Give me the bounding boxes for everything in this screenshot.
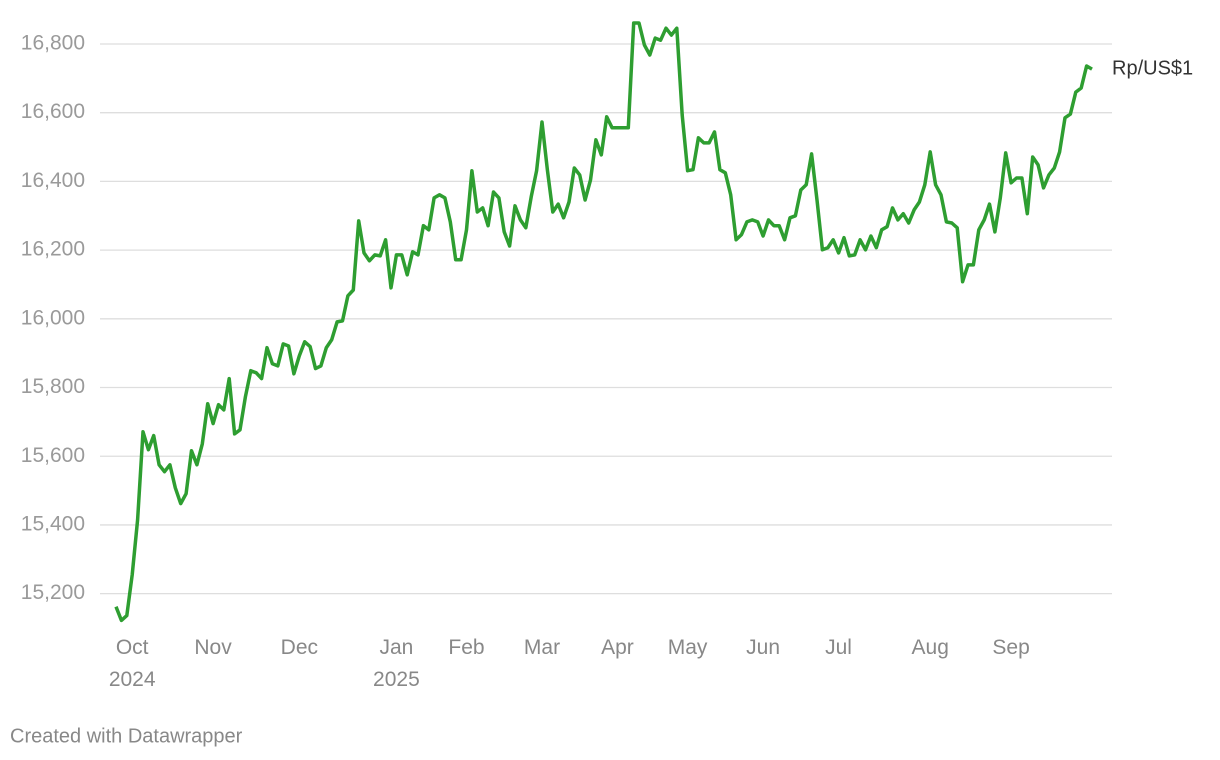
x-tick-label: Jul bbox=[825, 636, 852, 659]
line bbox=[114, 21, 1093, 623]
x-tick-label: Mar bbox=[524, 636, 560, 659]
x-tick-label: Dec bbox=[281, 636, 318, 659]
x-tick-label: Jan 2025 bbox=[373, 636, 420, 691]
y-tick-label: 15,400 bbox=[21, 512, 85, 535]
y-tick-label: 15,800 bbox=[21, 375, 85, 398]
x-tick-label: May bbox=[668, 636, 708, 659]
credit: Created with Datawrapper bbox=[10, 725, 243, 747]
x-tick-label: Nov bbox=[194, 636, 232, 659]
series-label: Rp/US$1 bbox=[1112, 57, 1193, 79]
y-tick-label: 15,600 bbox=[21, 444, 85, 467]
y-tick-label: 16,000 bbox=[21, 306, 85, 329]
y-tick-label: 16,400 bbox=[21, 169, 85, 192]
x-tick-label: Apr bbox=[601, 636, 634, 659]
y-tick-label: 16,600 bbox=[21, 100, 85, 123]
x-tick-label: Jun bbox=[746, 636, 780, 659]
x-tick-label: Sep bbox=[992, 636, 1029, 659]
y-tick-label: 15,200 bbox=[21, 581, 85, 604]
x-tick-label: Oct 2024 bbox=[109, 636, 156, 691]
y-tick-label: 16,200 bbox=[21, 238, 85, 261]
x-tick-label: Feb bbox=[448, 636, 484, 659]
y-tick-label: 16,800 bbox=[21, 32, 85, 55]
x-tick-label: Aug bbox=[912, 636, 949, 659]
